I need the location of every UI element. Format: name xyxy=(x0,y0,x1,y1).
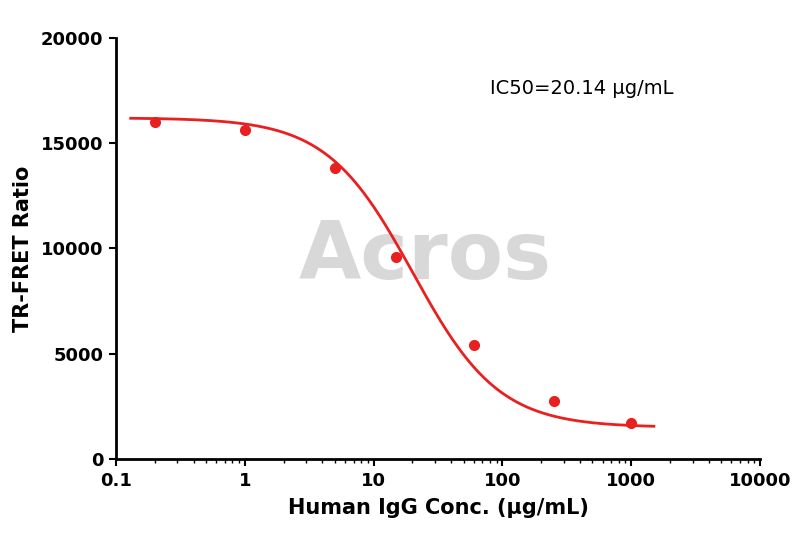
Point xyxy=(625,419,638,428)
Y-axis label: TR-FRET Ratio: TR-FRET Ratio xyxy=(13,165,33,332)
Point xyxy=(329,164,342,173)
X-axis label: Human IgG Conc. (μg/mL): Human IgG Conc. (μg/mL) xyxy=(287,498,589,518)
Point xyxy=(148,118,161,126)
Point xyxy=(238,126,251,135)
Point xyxy=(390,253,402,261)
Point xyxy=(547,397,560,406)
Text: IC50=20.14 μg/mL: IC50=20.14 μg/mL xyxy=(490,79,673,98)
Point xyxy=(467,341,480,349)
Text: Acros: Acros xyxy=(298,218,552,296)
